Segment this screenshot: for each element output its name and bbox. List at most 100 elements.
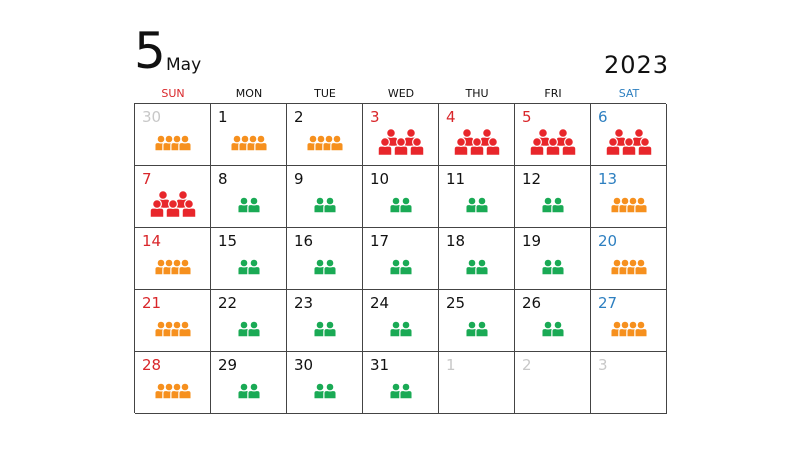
day-cell[interactable]: 27 xyxy=(591,290,667,352)
day-cell[interactable]: 2 xyxy=(515,352,591,414)
weekday-fri: FRI xyxy=(544,87,562,100)
day-cell[interactable]: 5 xyxy=(515,104,591,166)
few-people-icon xyxy=(464,258,489,276)
day-cell[interactable]: 21 xyxy=(135,290,211,352)
day-cell[interactable]: 28 xyxy=(135,352,211,414)
few-people-icon xyxy=(464,320,489,338)
weekday-sat: SAT xyxy=(618,87,640,100)
day-number: 21 xyxy=(142,294,162,312)
day-number: 24 xyxy=(370,294,390,312)
day-cell[interactable]: 15 xyxy=(211,228,287,290)
day-number: 6 xyxy=(598,108,608,126)
day-cell[interactable]: 19 xyxy=(515,228,591,290)
day-number: 28 xyxy=(142,356,162,374)
day-cell[interactable]: 3 xyxy=(591,352,667,414)
few-people-icon xyxy=(236,320,261,338)
weekday-thu: THU xyxy=(465,87,489,100)
busy-people-icon xyxy=(305,134,344,152)
day-number: 19 xyxy=(522,232,542,250)
few-people-icon xyxy=(464,196,489,214)
day-cell[interactable]: 24 xyxy=(363,290,439,352)
day-cell[interactable]: 17 xyxy=(363,228,439,290)
day-cell[interactable]: 13 xyxy=(591,166,667,228)
day-cell[interactable]: 30 xyxy=(287,352,363,414)
busy-people-icon xyxy=(229,134,268,152)
day-cell[interactable]: 11 xyxy=(439,166,515,228)
day-number: 1 xyxy=(446,356,456,374)
few-people-icon xyxy=(388,382,413,400)
day-cell[interactable]: 4 xyxy=(439,104,515,166)
day-number: 22 xyxy=(218,294,238,312)
few-people-icon xyxy=(312,258,337,276)
day-cell[interactable]: 29 xyxy=(211,352,287,414)
day-number: 25 xyxy=(446,294,466,312)
day-cell[interactable]: 12 xyxy=(515,166,591,228)
busy-people-icon xyxy=(609,258,648,276)
day-cell[interactable]: 10 xyxy=(363,166,439,228)
few-people-icon xyxy=(388,196,413,214)
day-number: 7 xyxy=(142,170,152,188)
day-cell[interactable]: 18 xyxy=(439,228,515,290)
few-people-icon xyxy=(236,196,261,214)
busy-people-icon xyxy=(153,382,192,400)
few-people-icon xyxy=(388,320,413,338)
day-cell[interactable]: 14 xyxy=(135,228,211,290)
weekday-wed: WED xyxy=(387,87,415,100)
crowded-people-icon xyxy=(529,128,576,156)
day-cell[interactable]: 16 xyxy=(287,228,363,290)
few-people-icon xyxy=(388,258,413,276)
crowded-people-icon xyxy=(453,128,500,156)
crowded-people-icon xyxy=(149,190,196,218)
day-number: 18 xyxy=(446,232,466,250)
year-label: 2023 xyxy=(604,51,670,79)
month-name: May xyxy=(166,55,202,75)
crowded-people-icon xyxy=(605,128,652,156)
day-number: 3 xyxy=(370,108,380,126)
day-cell[interactable]: 6 xyxy=(591,104,667,166)
few-people-icon xyxy=(540,320,565,338)
weekday-header-row: SUN MON TUE WED THU FRI SAT xyxy=(135,86,667,102)
day-number: 9 xyxy=(294,170,304,188)
day-number: 20 xyxy=(598,232,618,250)
day-cell[interactable]: 7 xyxy=(135,166,211,228)
day-number: 1 xyxy=(218,108,228,126)
day-cell[interactable]: 3 xyxy=(363,104,439,166)
day-cell[interactable]: 8 xyxy=(211,166,287,228)
day-number: 16 xyxy=(294,232,314,250)
day-number: 23 xyxy=(294,294,314,312)
day-number: 3 xyxy=(598,356,608,374)
calendar-grid: 30 1 2 3 4 5 6 7 8 9 10 11 12 13 14 15 16 17 18 19 20 21 22 23 2… xyxy=(134,103,667,414)
day-cell[interactable]: 31 xyxy=(363,352,439,414)
day-number: 8 xyxy=(218,170,228,188)
day-cell[interactable]: 2 xyxy=(287,104,363,166)
day-number: 30 xyxy=(294,356,314,374)
busy-people-icon xyxy=(153,258,192,276)
day-number: 2 xyxy=(294,108,304,126)
day-cell[interactable]: 26 xyxy=(515,290,591,352)
weekday-sun: SUN xyxy=(161,87,185,100)
day-cell[interactable]: 1 xyxy=(439,352,515,414)
day-cell[interactable]: 9 xyxy=(287,166,363,228)
few-people-icon xyxy=(312,382,337,400)
crowded-people-icon xyxy=(377,128,424,156)
day-number: 26 xyxy=(522,294,542,312)
few-people-icon xyxy=(540,196,565,214)
weekday-tue: TUE xyxy=(314,87,336,100)
day-cell[interactable]: 20 xyxy=(591,228,667,290)
day-number: 15 xyxy=(218,232,238,250)
busy-people-icon xyxy=(609,196,648,214)
day-cell[interactable]: 23 xyxy=(287,290,363,352)
few-people-icon xyxy=(540,258,565,276)
few-people-icon xyxy=(236,382,261,400)
day-number: 13 xyxy=(598,170,618,188)
day-number: 10 xyxy=(370,170,390,188)
day-cell[interactable]: 22 xyxy=(211,290,287,352)
day-number: 27 xyxy=(598,294,618,312)
day-number: 12 xyxy=(522,170,542,188)
day-cell[interactable]: 1 xyxy=(211,104,287,166)
day-number: 17 xyxy=(370,232,390,250)
day-cell[interactable]: 25 xyxy=(439,290,515,352)
day-cell[interactable]: 30 xyxy=(135,104,211,166)
few-people-icon xyxy=(236,258,261,276)
month-number: 5 xyxy=(134,22,166,80)
